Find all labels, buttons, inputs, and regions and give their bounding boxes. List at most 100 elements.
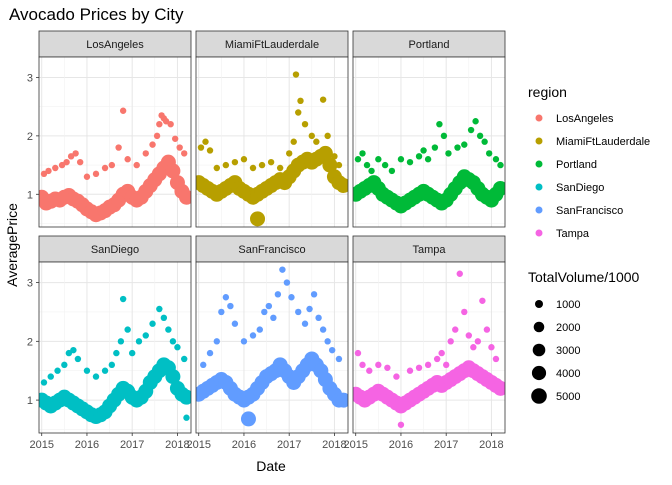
data-point — [483, 326, 491, 333]
data-point — [297, 97, 304, 105]
x-tick-label: 2015 — [186, 439, 210, 451]
data-point — [149, 141, 156, 148]
x-tick-label: 2017 — [434, 439, 458, 451]
legend-label-portland: Portland — [556, 159, 597, 171]
data-point — [108, 161, 116, 169]
facet-strip — [38, 235, 192, 263]
data-point — [63, 158, 70, 166]
data-point — [319, 326, 327, 333]
data-point — [440, 132, 448, 140]
facet-strip — [352, 30, 506, 58]
data-point — [202, 138, 209, 145]
x-tick-label: 2018 — [165, 439, 189, 451]
data-point — [283, 279, 291, 286]
data-point — [61, 361, 68, 369]
legend-label-tampa: Tampa — [556, 228, 590, 240]
data-point — [45, 167, 52, 175]
data-points — [196, 266, 348, 427]
color-legend-keys: LosAngeles MiamiFtLauderdale Portland SanDi… — [535, 113, 650, 240]
data-point — [397, 421, 405, 428]
facet-strip-label: MiamiFtLauderdale — [225, 39, 319, 51]
data-point — [206, 147, 214, 154]
panel-background — [353, 262, 505, 433]
x-axis-label: Date — [256, 458, 286, 474]
data-point — [197, 144, 205, 151]
facet-strip-label: SanFrancisco — [238, 244, 305, 256]
data-points — [196, 71, 348, 227]
data-point — [165, 326, 172, 333]
data-points — [353, 270, 505, 428]
data-point — [442, 361, 450, 369]
data-point — [328, 346, 336, 354]
data-point — [200, 361, 207, 369]
data-point — [70, 346, 77, 354]
data-point — [108, 361, 116, 369]
data-point — [295, 109, 302, 116]
facet-panel-miamiftlauderdale: MiamiFtLauderdale — [195, 30, 349, 228]
data-point — [319, 96, 327, 103]
data-point — [492, 380, 505, 396]
panel-border — [195, 56, 349, 228]
data-point — [83, 367, 91, 374]
data-point — [324, 132, 331, 140]
size-legend-key — [533, 321, 545, 333]
data-point — [497, 161, 504, 169]
data-point — [250, 211, 266, 227]
data-point — [249, 164, 257, 172]
data-point — [256, 326, 263, 333]
data-point — [335, 178, 348, 194]
data-point — [375, 156, 382, 163]
data-point — [415, 153, 423, 160]
y-tick-label: 3 — [27, 72, 33, 84]
data-point — [128, 349, 136, 357]
data-point — [406, 367, 414, 374]
data-point — [270, 314, 277, 322]
facet-strip-label: LosAngeles — [86, 39, 144, 51]
facet-strip-label: Tampa — [412, 244, 446, 256]
data-point — [240, 411, 256, 427]
y-tick-label: 1 — [27, 189, 33, 201]
data-point — [292, 71, 300, 78]
data-point — [295, 308, 302, 316]
x-tick-label: 2015 — [343, 439, 367, 451]
data-point — [258, 161, 266, 169]
x-tick-label: 2016 — [389, 439, 413, 451]
data-point — [261, 308, 268, 316]
data-point — [481, 138, 488, 145]
data-point — [142, 150, 149, 157]
data-point — [92, 373, 100, 380]
data-point — [124, 326, 131, 333]
x-tick-label: 2018 — [479, 439, 503, 451]
data-point — [366, 367, 373, 374]
panel-border — [352, 261, 506, 434]
facet-panel-portland: Portland — [352, 30, 506, 228]
legend-key-tampa — [535, 229, 543, 237]
data-point — [472, 118, 479, 125]
data-point — [415, 364, 423, 371]
y-tick-label: 3 — [27, 278, 33, 290]
data-point — [178, 389, 191, 405]
data-point — [331, 153, 338, 160]
x-tick-label: 2016 — [75, 439, 99, 451]
data-point — [142, 332, 149, 339]
size-legend-key — [532, 343, 546, 357]
data-point — [176, 144, 183, 151]
size-legend-label: 5000 — [556, 391, 580, 403]
facet-strip-label: Portland — [409, 39, 450, 51]
data-point — [476, 132, 484, 140]
x-tick-label: 2017 — [277, 439, 301, 451]
data-points — [353, 118, 505, 214]
data-point — [310, 291, 318, 298]
data-point — [335, 355, 343, 363]
data-point — [153, 132, 161, 140]
data-point — [265, 302, 273, 310]
data-point — [58, 161, 66, 169]
data-point — [288, 294, 295, 301]
facet-panel-sandiego: SanDiego 1 2 3 2015 2016 2017 2018 — [27, 235, 192, 451]
data-point — [83, 173, 91, 180]
data-point — [324, 338, 331, 345]
size-legend-key — [535, 300, 543, 308]
data-point — [206, 349, 214, 357]
data-point — [74, 355, 82, 363]
data-point — [368, 167, 375, 175]
